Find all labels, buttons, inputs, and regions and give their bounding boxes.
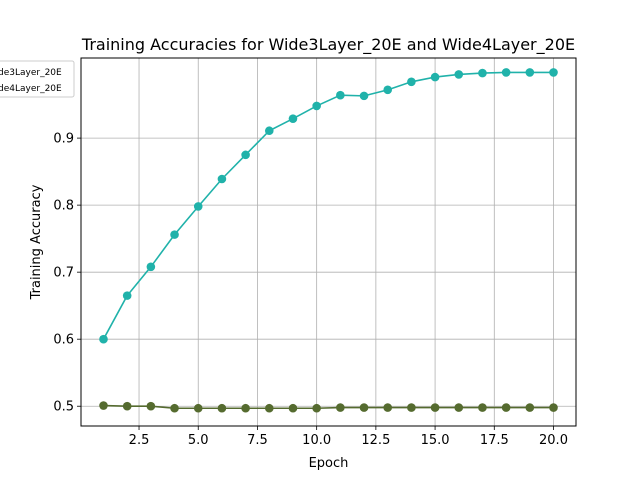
y-tick-label: 0.6 <box>53 333 74 348</box>
grid <box>81 58 576 426</box>
data-point <box>217 403 227 413</box>
x-tick-label: 17.5 <box>480 433 509 448</box>
data-point <box>146 262 156 272</box>
y-tick-label: 0.9 <box>53 132 74 147</box>
data-point <box>312 101 321 111</box>
data-point <box>383 85 393 95</box>
y-axis: 0.5 0.6 0.7 0.8 0.9 <box>53 132 81 415</box>
data-point <box>217 174 227 184</box>
x-tick-label: 10.0 <box>302 433 331 448</box>
data-point <box>264 403 274 413</box>
data-point <box>288 114 298 123</box>
data-point <box>288 403 298 413</box>
data-point <box>193 202 203 211</box>
x-tick-label: 12.5 <box>361 433 390 448</box>
x-axis: 2.5 5.0 7.5 10.0 12.5 15.0 17.5 20.0 <box>129 426 568 448</box>
legend: de3Layer_20E de4Layer_20E <box>0 60 75 98</box>
legend-label: de3Layer_20E <box>0 68 62 78</box>
x-tick-label: 5.0 <box>188 433 209 448</box>
data-point <box>264 126 274 136</box>
series-Wide3Layer_20E <box>99 68 558 344</box>
x-tick-label: 7.5 <box>247 433 268 448</box>
data-point <box>501 403 511 412</box>
data-point <box>407 77 416 87</box>
data-point <box>170 230 179 239</box>
legend-box <box>0 60 75 98</box>
y-axis-label: Training Accuracy <box>29 184 44 300</box>
data-point <box>359 403 369 412</box>
data-point <box>122 291 132 300</box>
x-tick-label: 15.0 <box>421 433 450 448</box>
data-point <box>501 68 511 77</box>
y-tick-label: 0.5 <box>53 400 74 415</box>
data-point <box>454 403 464 412</box>
data-point <box>430 72 440 82</box>
series-layer <box>99 68 558 413</box>
data-point <box>336 90 345 100</box>
data-point <box>549 68 558 77</box>
legend-label: de4Layer_20E <box>0 84 62 94</box>
data-point <box>525 68 535 77</box>
data-point <box>146 401 156 411</box>
x-tick-label: 2.5 <box>129 433 150 448</box>
data-point <box>99 401 108 410</box>
data-point <box>478 403 487 412</box>
data-point <box>312 403 321 413</box>
data-point <box>193 403 203 413</box>
data-point <box>241 150 250 160</box>
data-point <box>407 403 416 412</box>
data-point <box>549 403 558 412</box>
data-point <box>122 401 132 411</box>
data-point <box>383 403 393 412</box>
data-point <box>359 91 369 101</box>
chart-title: Training Accuracies for Wide3Layer_20E a… <box>81 35 575 55</box>
x-axis-label: Epoch <box>309 456 349 471</box>
x-tick-label: 20.0 <box>539 433 568 448</box>
data-point <box>336 403 345 412</box>
data-point <box>170 403 179 413</box>
data-point <box>525 403 535 412</box>
data-point <box>430 403 440 412</box>
plot-frame <box>80 57 577 427</box>
data-point <box>241 403 250 413</box>
data-point <box>99 334 108 344</box>
data-point <box>478 68 487 78</box>
series-Wide4Layer_20E <box>99 401 558 413</box>
y-tick-label: 0.8 <box>53 199 74 214</box>
data-point <box>454 70 464 79</box>
y-tick-label: 0.7 <box>53 266 74 281</box>
